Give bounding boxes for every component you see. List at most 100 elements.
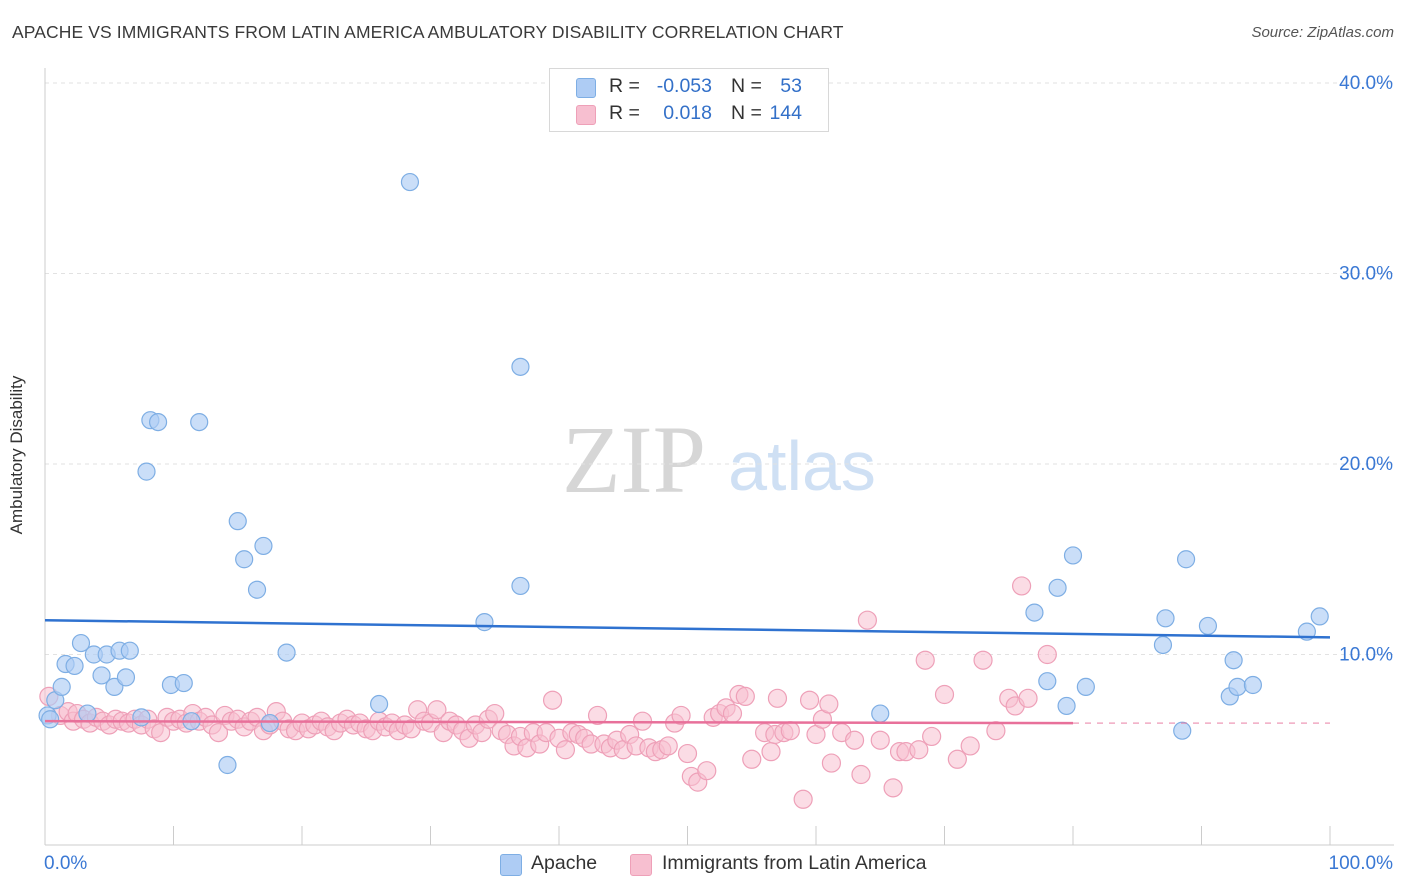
apache-point <box>1153 635 1173 655</box>
latin-point <box>793 789 813 809</box>
latin-legend-swatch <box>630 854 652 876</box>
latin-point <box>851 764 871 785</box>
latin-america-series <box>39 576 1057 809</box>
latin-point <box>799 690 820 710</box>
latin-point <box>857 610 878 630</box>
apache-point <box>116 668 136 687</box>
apache-point <box>190 412 209 432</box>
apache-swatch <box>576 78 596 98</box>
n-value: 144 <box>769 102 802 124</box>
apache-point <box>511 357 530 376</box>
y-tick-label: 30.0% <box>1339 264 1393 285</box>
latin-point <box>821 753 842 773</box>
apache-trend-line <box>44 618 1331 639</box>
latin-point <box>1018 688 1038 708</box>
apache-point <box>78 704 97 723</box>
latin-point <box>587 705 608 726</box>
y-tick-label: 10.0% <box>1339 645 1393 666</box>
r-label: R = <box>609 75 640 97</box>
latin-legend-label: Immigrants from Latin America <box>662 852 927 874</box>
latin-point <box>986 721 1006 741</box>
apache-point <box>247 580 267 599</box>
latin-point <box>934 684 955 705</box>
watermark-zip: ZIP <box>562 406 706 513</box>
latin-point <box>844 730 865 750</box>
apache-point <box>41 710 60 729</box>
apache-point <box>92 666 111 685</box>
stats-legend: R = -0.053 N = 53 R = 0.018 N = 144 <box>549 68 829 132</box>
apache-point <box>370 694 389 714</box>
apache-point <box>1176 550 1196 569</box>
legend-row-apache: R = -0.053 N = 53 <box>550 74 828 100</box>
legend-row-latin: R = 0.018 N = 144 <box>550 101 828 127</box>
latin-point <box>780 721 800 741</box>
apache-point <box>260 713 279 733</box>
apache-point <box>1243 675 1263 695</box>
gridlines <box>45 82 1394 655</box>
r-label: R = <box>609 102 640 124</box>
latin-point <box>677 743 698 764</box>
latin-point <box>555 740 576 760</box>
latin-point <box>658 736 678 756</box>
y-tick-label: 40.0% <box>1339 73 1393 94</box>
apache-point <box>1310 607 1329 626</box>
source-label: Source: ZipAtlas.com <box>1251 24 1394 41</box>
r-value: -0.053 <box>656 75 712 97</box>
apache-legend-label: Apache <box>531 852 598 874</box>
latin-point <box>427 700 447 720</box>
apache-point <box>228 512 247 531</box>
apache-point <box>65 656 84 676</box>
y-tick-label: 20.0% <box>1339 454 1393 475</box>
latin-point <box>883 778 903 798</box>
r-value: 0.018 <box>663 102 712 124</box>
latin-point <box>761 742 781 762</box>
apache-point <box>174 673 193 693</box>
latin-point <box>947 749 967 769</box>
apache-point <box>120 641 139 660</box>
latin-point <box>767 688 788 708</box>
watermark: ZIP atlas <box>562 406 876 513</box>
apache-point <box>400 172 420 192</box>
latin-point <box>697 761 717 781</box>
apache-point <box>235 550 254 569</box>
apache-point <box>277 643 296 662</box>
latin-point <box>485 703 505 724</box>
apache-point <box>254 536 273 556</box>
apache-point <box>52 677 71 696</box>
latin-point <box>1037 644 1057 665</box>
apache-point <box>1173 721 1192 740</box>
n-label: N = <box>731 102 762 124</box>
latin-point <box>909 740 929 760</box>
apache-point <box>1063 546 1083 565</box>
apache-point <box>1038 672 1057 691</box>
apache-point <box>1048 578 1067 597</box>
latin-swatch <box>576 105 596 125</box>
latin-point <box>1011 576 1032 596</box>
latin-point <box>735 686 755 707</box>
apache-legend-swatch <box>500 854 522 876</box>
apache-point <box>1057 696 1076 716</box>
apache-point <box>475 613 494 632</box>
latin-point <box>870 730 890 750</box>
apache-point <box>871 704 890 723</box>
apache-point <box>1025 603 1044 622</box>
apache-point <box>1156 609 1175 628</box>
latin-point <box>922 726 942 747</box>
apache-point <box>1076 677 1095 696</box>
chart-title: APACHE VS IMMIGRANTS FROM LATIN AMERICA … <box>12 22 844 42</box>
latin-point <box>671 705 691 726</box>
latin-point <box>960 736 980 756</box>
x-tick-label-min: 0.0% <box>44 853 87 874</box>
apache-point <box>1224 651 1243 670</box>
latin-point <box>722 703 743 724</box>
latin-point <box>819 694 839 714</box>
latin-point <box>742 749 762 769</box>
latin-point <box>973 650 993 670</box>
x-tick-label-max: 100.0% <box>1329 853 1394 874</box>
apache-point <box>1228 677 1247 696</box>
apache-point <box>71 633 91 653</box>
n-value: 53 <box>780 75 802 97</box>
tick-labels: 10.0% 20.0% 30.0% 40.0% 0.0% 100.0% <box>44 73 1393 874</box>
latin-trend-line <box>44 719 1074 725</box>
